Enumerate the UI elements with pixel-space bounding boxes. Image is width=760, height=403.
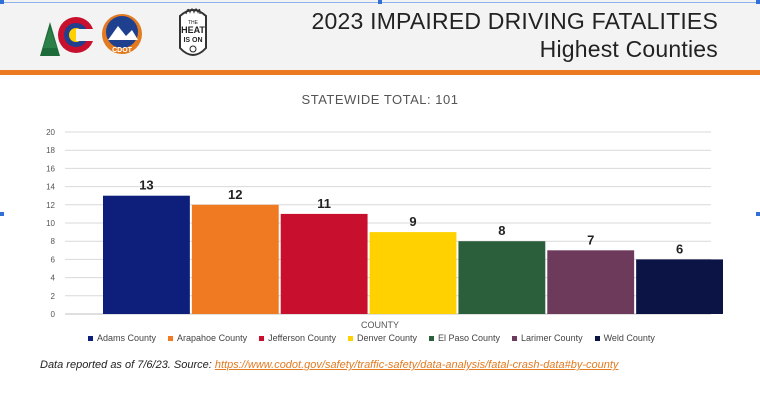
header-banner: CDOT THE HEAT IS ON 2023 IMPAIRED DRIVIN… (0, 0, 760, 70)
bar-larimer-county (547, 250, 635, 314)
legend-item: El Paso County (429, 333, 500, 343)
svg-text:IS ON: IS ON (183, 37, 202, 44)
resize-handle-top-left[interactable] (0, 0, 4, 4)
title-line-1: 2023 IMPAIRED DRIVING FATALITIES (311, 8, 718, 34)
legend-label: El Paso County (438, 333, 501, 343)
data-label: 7 (587, 232, 594, 247)
chart-legend: Adams County Arapahoe County Jefferson Cou… (88, 333, 655, 343)
bar-jefferson-county (280, 213, 368, 314)
y-tick-label: 6 (51, 255, 56, 264)
accent-rule (0, 70, 760, 75)
y-tick-label: 14 (46, 183, 55, 192)
page-title: 2023 IMPAIRED DRIVING FATALITIES Highest… (312, 7, 718, 63)
legend-swatch (88, 335, 93, 341)
svg-text:THE: THE (188, 20, 199, 26)
colorado-logo (40, 17, 96, 56)
data-label: 6 (676, 241, 683, 256)
resize-handle-left[interactable] (0, 212, 4, 216)
footnote-text: Data reported as of 7/6/23. Source: (40, 359, 215, 371)
y-tick-label: 10 (46, 219, 55, 228)
legend-label: Denver County (356, 333, 417, 343)
legend-label: Weld County (603, 333, 655, 343)
cdot-logo: CDOT (102, 14, 142, 54)
resize-handle-top[interactable] (378, 0, 382, 4)
legend-swatch (259, 335, 265, 341)
data-label: 8 (498, 223, 505, 238)
legend-swatch (594, 335, 600, 341)
legend-label: Jefferson County (268, 333, 336, 343)
bar-arapahoe-county (191, 204, 279, 314)
y-tick-label: 12 (46, 201, 55, 210)
bar-el-paso-county (458, 241, 546, 314)
y-tick-label: 4 (51, 274, 56, 283)
legend-item: Weld County (594, 333, 655, 343)
y-tick-label: 20 (46, 128, 55, 137)
legend-label: Adams County (97, 333, 157, 343)
footnote: Data reported as of 7/6/23. Source: http… (40, 359, 618, 371)
legend-swatch (429, 335, 434, 341)
cdot-logo-text: CDOT (112, 47, 133, 54)
title-line-2: Highest Counties (539, 36, 718, 62)
y-tick-label: 2 (51, 292, 56, 301)
y-tick-label: 16 (46, 164, 55, 173)
y-tick-label: 8 (51, 237, 56, 246)
data-label: 12 (228, 187, 242, 202)
x-axis-label: COUNTY (361, 320, 399, 330)
data-label: 9 (409, 214, 416, 229)
legend-swatch (512, 335, 518, 341)
legend-label: Larimer County (521, 333, 583, 343)
chart-title: STATEWIDE TOTAL: 101 (301, 92, 459, 107)
legend-item: Larimer County (512, 333, 583, 343)
data-label: 11 (317, 196, 331, 211)
flame-icon (185, 8, 201, 15)
legend-item: Denver County (347, 333, 417, 343)
source-link[interactable]: https://www.codot.gov/safety/traffic-saf… (214, 359, 619, 371)
legend-label: Arapahoe County (177, 333, 248, 343)
y-tick-label: 0 (51, 310, 56, 319)
svg-text:HEAT: HEAT (181, 25, 205, 35)
legend-item: Arapahoe County (168, 333, 247, 343)
resize-handle-right[interactable] (756, 212, 760, 216)
bar-chart: 0 2 4 6 8 10 12 14 16 18 20 13 12 11 9 8 7 6 (46, 128, 723, 319)
y-tick-label: 18 (46, 146, 55, 155)
data-label: 13 (139, 178, 153, 193)
bar-denver-county (369, 232, 457, 314)
legend-item: Jefferson County (259, 333, 336, 343)
mountain-icon (108, 26, 138, 40)
legend-swatch (168, 335, 174, 341)
heat-is-on-logo: THE HEAT IS ON (179, 8, 207, 56)
bar-adams-county (103, 195, 190, 314)
resize-handle-top-right[interactable] (756, 0, 760, 4)
legend-swatch (347, 335, 353, 341)
legend-item: Adams County (88, 333, 156, 343)
bar-weld-county (636, 259, 723, 314)
